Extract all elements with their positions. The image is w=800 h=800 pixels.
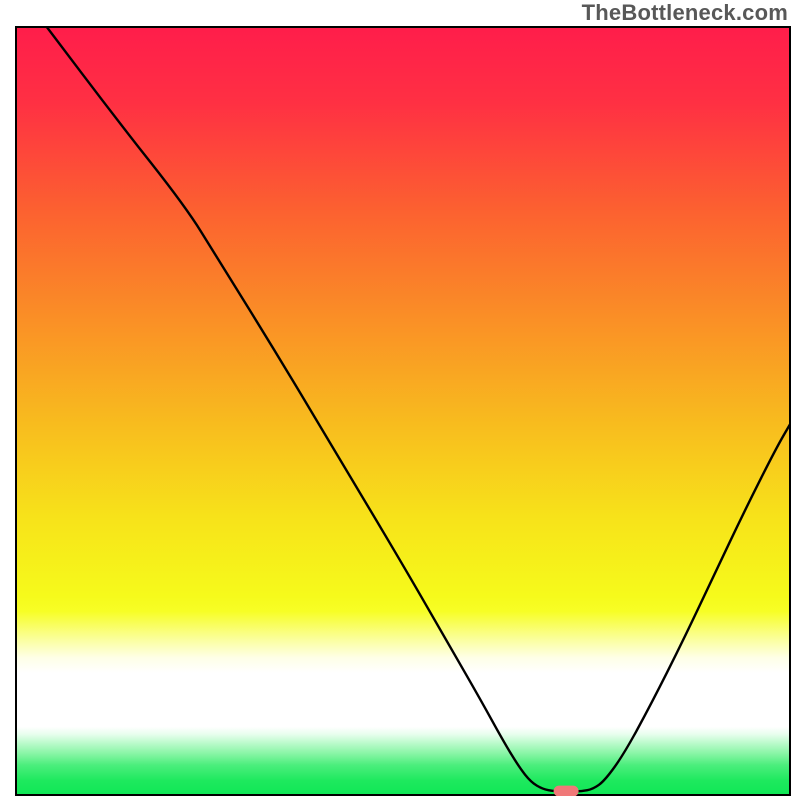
line-layer	[15, 26, 791, 796]
bottleneck-curve	[46, 26, 791, 791]
optimum-marker	[554, 786, 579, 796]
bottleneck-chart: TheBottleneck.com	[0, 0, 800, 800]
watermark-text: TheBottleneck.com	[582, 0, 788, 26]
plot-area	[15, 26, 791, 796]
